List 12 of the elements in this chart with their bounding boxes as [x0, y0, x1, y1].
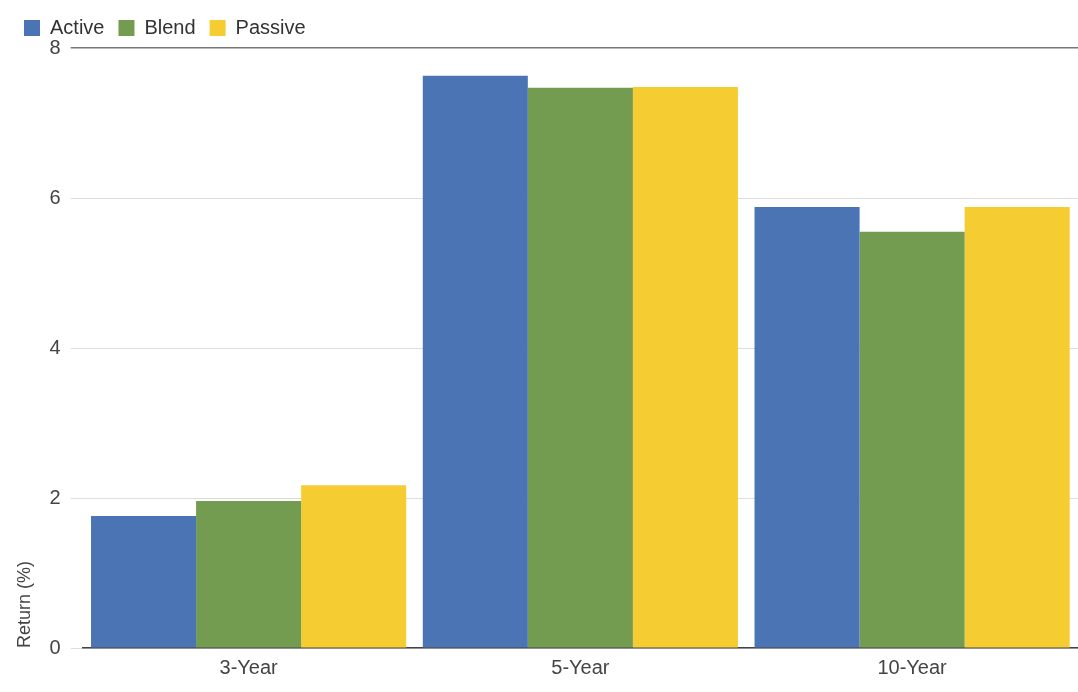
y-tick-label: 0 — [49, 635, 61, 658]
y-tick-label: 2 — [49, 485, 61, 508]
y-tick-label: 4 — [49, 335, 61, 358]
x-tick-label: 3-Year — [219, 655, 279, 678]
x-tick-label: 5-Year — [551, 655, 610, 678]
y-axis-title: Return (%) — [13, 560, 34, 648]
x-tick-label: 10-Year — [877, 655, 948, 678]
legend-label: Blend — [144, 15, 196, 38]
y-tick-label: 8 — [49, 35, 61, 58]
legend-label: Passive — [235, 15, 306, 38]
y-tick-label: 6 — [49, 185, 61, 208]
legend-label: Active — [50, 15, 105, 38]
